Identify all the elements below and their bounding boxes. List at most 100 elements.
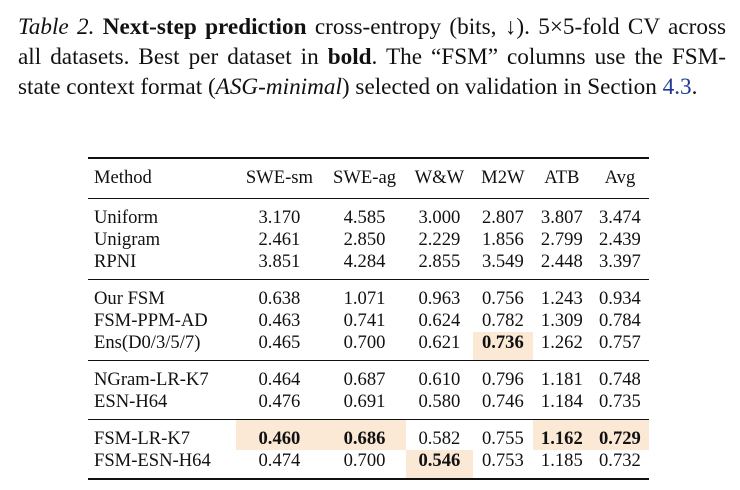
caption-label: Table 2.	[18, 14, 95, 40]
value-cell: 1.309	[540, 310, 583, 331]
value-cell: 1.243	[540, 288, 583, 309]
table-row: Our FSM 0.638 1.071 0.963 0.756 1.243 0.934	[88, 280, 649, 311]
value-cell: 2.461	[258, 229, 301, 250]
value-cell: 0.582	[418, 428, 461, 449]
table-row: Uniform 3.170 4.585 3.000 2.807 3.807 3.474	[88, 199, 649, 230]
value-cell: 0.741	[343, 310, 386, 331]
method-cell: Our FSM	[94, 288, 165, 309]
header-row: Method SWE-sm SWE-ag W&W M2W ATB Avg	[88, 158, 649, 199]
row-group: Our FSM 0.638 1.071 0.963 0.756 1.243 0.934 FSM…	[88, 279, 649, 361]
header-method: Method	[94, 167, 152, 188]
value-cell: 0.753	[481, 450, 524, 471]
value-cell: 0.621	[418, 332, 461, 353]
method-cell: Unigram	[94, 229, 161, 250]
results-table-container: Method SWE-sm SWE-ag W&W M2W ATB Avg Uni…	[88, 157, 649, 480]
row-group: Uniform 3.170 4.585 3.000 2.807 3.807 3.474 Uni…	[88, 199, 649, 280]
value-cell: 2.229	[418, 229, 461, 250]
value-cell: 3.474	[599, 207, 641, 228]
value-cell: 0.700	[343, 332, 386, 353]
value-cell: 2.439	[599, 229, 641, 250]
value-cell: 0.638	[258, 288, 301, 309]
table-row: FSM-PPM-AD 0.463 0.741 0.624 0.782 1.309 0.784	[88, 310, 649, 332]
value-cell: 1.181	[540, 369, 583, 390]
best-value-cell: 1.162	[532, 419, 591, 450]
caption-bold-word: bold	[327, 44, 372, 70]
header-atb: ATB	[544, 167, 580, 188]
header-swe-sm: SWE-sm	[245, 167, 313, 188]
method-cell: Uniform	[94, 207, 159, 228]
results-table: Method SWE-sm SWE-ag W&W M2W ATB Avg Uni…	[88, 157, 649, 480]
caption-title: Next-step prediction	[102, 14, 307, 40]
method-cell: FSM-LR-K7	[94, 428, 191, 449]
table-row: Ens(D0/3/5/7) 0.465 0.700 0.621 0.736 1.262 0.…	[88, 332, 649, 361]
table-row: FSM-ESN-H64 0.474 0.700 0.546 0.753 1.185 0.73…	[88, 450, 649, 479]
best-value-cell: 0.460	[235, 419, 324, 450]
header-ww: W&W	[414, 167, 465, 188]
value-cell: 0.757	[599, 332, 641, 353]
value-cell: 0.732	[599, 450, 641, 471]
value-cell: 4.284	[343, 251, 386, 272]
caption-text-3: ) selected on validation in Section	[341, 74, 663, 100]
caption-text-2: . The “FSM” columns use the FSM-state co…	[18, 44, 726, 100]
row-group: FSM-LR-K7 0.460 0.686 0.582 0.755 1.162 0.729 F…	[88, 419, 649, 479]
value-cell: 0.746	[481, 391, 524, 412]
table-row: FSM-LR-K7 0.460 0.686 0.582 0.755 1.162 0.729	[88, 419, 649, 450]
value-cell: 0.784	[599, 310, 641, 331]
value-cell: 0.580	[418, 391, 461, 412]
value-cell: 3.807	[540, 207, 583, 228]
value-cell: 0.748	[599, 369, 641, 390]
value-cell: 0.735	[599, 391, 641, 412]
method-cell: NGram-LR-K7	[94, 369, 209, 390]
method-cell: RPNI	[94, 251, 137, 272]
value-cell: 2.799	[540, 229, 583, 250]
table-header: Method SWE-sm SWE-ag W&W M2W ATB Avg	[88, 158, 649, 199]
value-cell: 0.474	[258, 450, 301, 471]
value-cell: 0.463	[258, 310, 301, 331]
value-cell: 0.756	[481, 288, 524, 309]
table-row: Unigram 2.461 2.850 2.229 1.856 2.799 2.439	[88, 229, 649, 251]
table-row: NGram-LR-K7 0.464 0.687 0.610 0.796 1.181 0.74…	[88, 361, 649, 392]
value-cell: 3.000	[418, 207, 461, 228]
value-cell: 0.963	[418, 288, 461, 309]
value-cell: 0.755	[481, 428, 524, 449]
caption-end: .	[691, 74, 698, 100]
section-link[interactable]: 4.3	[662, 74, 692, 100]
best-value-cell: 0.729	[590, 419, 649, 450]
value-cell: 1.184	[540, 391, 583, 412]
value-cell: 0.610	[418, 369, 461, 390]
value-cell: 0.687	[343, 369, 386, 390]
header-swe-ag: SWE-ag	[333, 167, 397, 188]
row-group: NGram-LR-K7 0.464 0.687 0.610 0.796 1.181 0.74…	[88, 360, 649, 420]
value-cell: 2.850	[343, 229, 386, 250]
value-cell: 3.549	[481, 251, 524, 272]
method-cell: Ens(D0/3/5/7)	[94, 332, 201, 353]
value-cell: 0.691	[343, 391, 386, 412]
value-cell: 0.934	[599, 288, 641, 309]
method-cell: FSM-ESN-H64	[94, 450, 211, 471]
caption-format-name: ASG-minimal	[215, 74, 342, 100]
best-value-cell: 0.546	[405, 450, 473, 479]
value-cell: 2.807	[481, 207, 524, 228]
value-cell: 2.855	[418, 251, 461, 272]
header-avg: Avg	[604, 167, 636, 188]
value-cell: 0.624	[418, 310, 461, 331]
value-cell: 0.700	[343, 450, 386, 471]
table-row: RPNI 3.851 4.284 2.855 3.549 2.448 3.397	[88, 251, 649, 280]
best-value-cell: 0.736	[472, 332, 533, 361]
method-cell: ESN-H64	[94, 391, 168, 412]
value-cell: 2.448	[540, 251, 583, 272]
value-cell: 1.856	[481, 229, 524, 250]
value-cell: 4.585	[343, 207, 386, 228]
value-cell: 0.465	[258, 332, 301, 353]
best-value-cell: 0.686	[323, 419, 406, 450]
value-cell: 0.796	[481, 369, 524, 390]
value-cell: 1.071	[343, 288, 386, 309]
table-row: ESN-H64 0.476 0.691 0.580 0.746 1.184 0.735	[88, 391, 649, 420]
caption-text-1: cross-entropy (bits, ↓). 5×5-fold CV acr…	[18, 14, 726, 70]
value-cell: 1.262	[540, 332, 583, 353]
value-cell: 3.170	[258, 207, 301, 228]
table-caption: Table 2. Next-step prediction cross-entr…	[18, 12, 726, 102]
value-cell: 0.476	[258, 391, 301, 412]
method-cell: FSM-PPM-AD	[94, 310, 208, 331]
value-cell: 3.397	[599, 251, 641, 272]
